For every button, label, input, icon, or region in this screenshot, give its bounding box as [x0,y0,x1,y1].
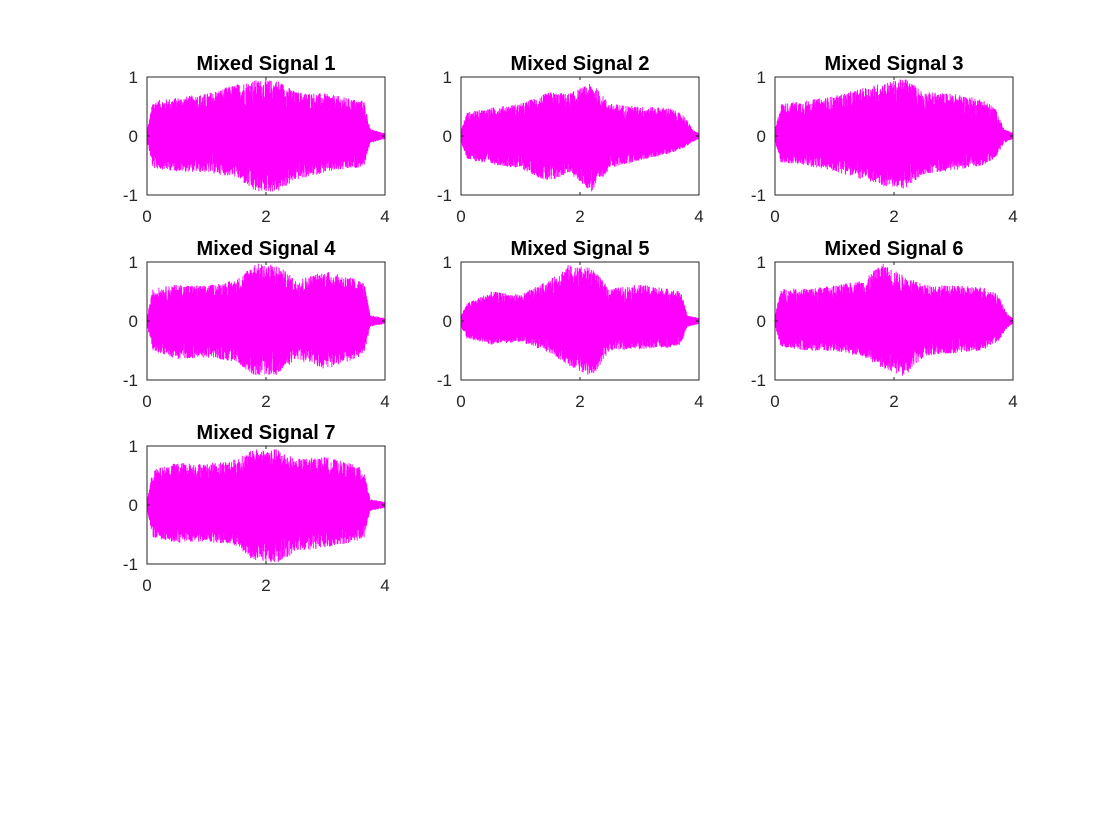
subplot-title: Mixed Signal 2 [511,53,650,75]
signal-trace-7 [146,449,386,563]
subplot-title: Mixed Signal 1 [197,53,336,75]
y-tick-label: 0 [129,127,138,146]
y-tick-label: -1 [123,371,138,390]
subplot-title: Mixed Signal 3 [825,53,964,75]
subplot-title: Mixed Signal 6 [825,238,964,260]
y-tick-label: 1 [129,253,138,272]
y-tick-label: -1 [437,186,452,205]
signal-trace-5 [460,265,700,375]
x-tick-label: 2 [889,207,898,226]
subplot-title: Mixed Signal 5 [511,238,650,260]
y-tick-label: 0 [443,312,452,331]
y-tick-label: 0 [129,496,138,515]
x-tick-label: 2 [261,207,270,226]
signal-trace-2 [460,83,700,192]
x-tick-label: 2 [575,392,584,411]
y-tick-label: 1 [129,437,138,456]
y-tick-label: -1 [751,371,766,390]
signal-trace-3 [774,79,1014,189]
x-tick-label: 2 [575,207,584,226]
x-tick-label: 0 [456,392,465,411]
y-tick-label: 1 [129,68,138,87]
x-tick-label: 4 [1008,207,1017,226]
signal-trace-4 [146,263,386,376]
y-tick-label: 1 [443,253,452,272]
x-tick-label: 4 [694,207,703,226]
x-tick-label: 4 [380,576,389,595]
subplot-title: Mixed Signal 7 [197,422,336,444]
y-tick-label: 0 [129,312,138,331]
x-tick-label: 0 [142,207,151,226]
signal-trace-6 [774,263,1014,376]
y-tick-label: -1 [123,555,138,574]
x-tick-label: 0 [456,207,465,226]
x-tick-label: 2 [261,392,270,411]
y-tick-label: 0 [757,127,766,146]
x-tick-label: 4 [1008,392,1017,411]
y-tick-label: 0 [757,312,766,331]
x-tick-label: 2 [889,392,898,411]
x-tick-label: 0 [770,207,779,226]
x-tick-label: 0 [770,392,779,411]
y-tick-label: 1 [757,253,766,272]
x-tick-label: 2 [261,576,270,595]
y-tick-label: 0 [443,127,452,146]
y-tick-label: -1 [123,186,138,205]
x-tick-label: 4 [694,392,703,411]
x-tick-label: 0 [142,392,151,411]
x-tick-label: 4 [380,392,389,411]
y-tick-label: 1 [443,68,452,87]
y-tick-label: -1 [437,371,452,390]
x-tick-label: 4 [380,207,389,226]
y-tick-label: 1 [757,68,766,87]
signal-trace-1 [146,80,386,192]
subplot-title: Mixed Signal 4 [197,238,337,260]
y-tick-label: -1 [751,186,766,205]
x-tick-label: 0 [142,576,151,595]
